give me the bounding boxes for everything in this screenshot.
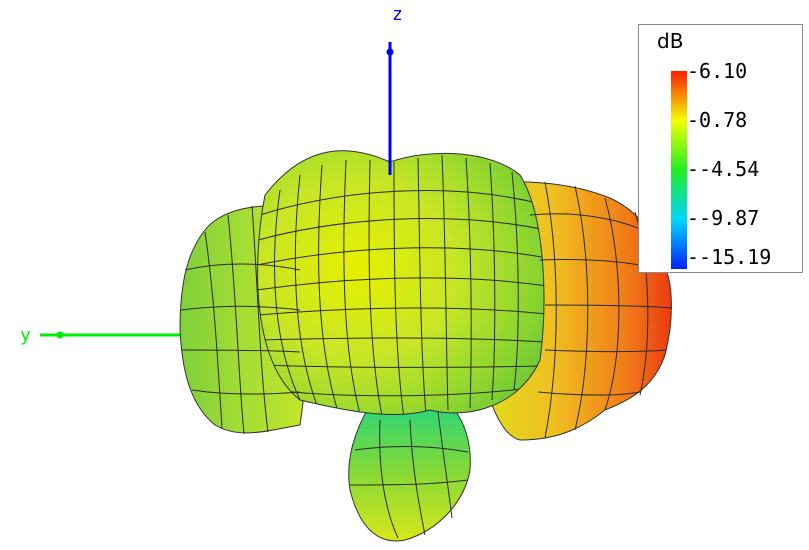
- legend-tick-2: -0.78: [687, 108, 748, 132]
- legend-tick-3: --4.54: [687, 157, 760, 181]
- legend-color-bar: [671, 71, 687, 269]
- z-axis: [386, 42, 394, 175]
- color-legend: dB -6.10 -0.78 --4.54 --9.87 --15.19: [638, 24, 803, 273]
- y-axis-label: y: [20, 325, 31, 346]
- bottom-lobe: [348, 404, 471, 542]
- legend-tick-4: --9.87: [687, 206, 760, 230]
- y-axis: [40, 331, 180, 339]
- surface-mesh: [257, 154, 544, 415]
- pattern-surface: [179, 150, 673, 542]
- side-lobe-mesh: [180, 181, 673, 539]
- center-lobe: [257, 150, 545, 416]
- z-axis-label: z: [392, 4, 403, 25]
- legend-unit-label: dB: [657, 29, 684, 53]
- legend-tick-5: --15.19: [687, 245, 772, 269]
- legend-tick-1: -6.10: [687, 59, 748, 83]
